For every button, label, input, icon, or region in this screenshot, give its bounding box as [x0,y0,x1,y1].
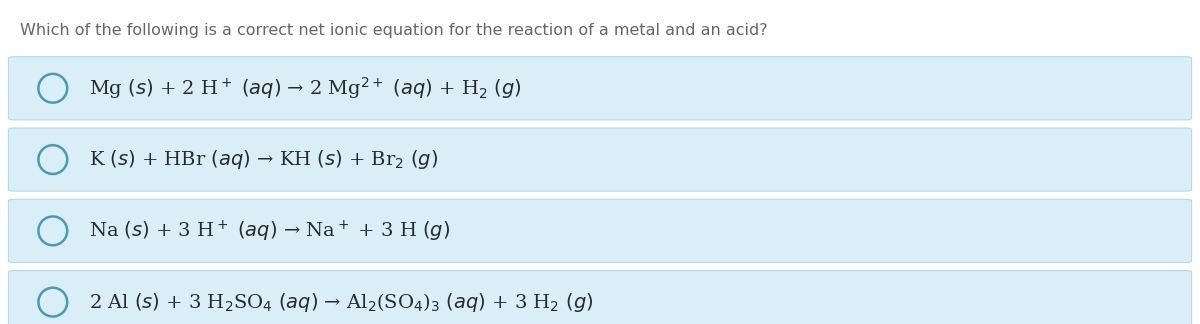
FancyBboxPatch shape [8,199,1192,262]
Text: Na $(s)$ + 3 H$^+$ $(aq)$ → Na$^+$ + 3 H $(g)$: Na $(s)$ + 3 H$^+$ $(aq)$ → Na$^+$ + 3 H… [89,218,450,244]
FancyBboxPatch shape [8,57,1192,120]
Text: Which of the following is a correct net ionic equation for the reaction of a met: Which of the following is a correct net … [20,23,768,38]
Text: 2 Al $(s)$ + 3 H$_2$SO$_4$ $(aq)$ → Al$_2$(SO$_4$)$_3$ $(aq)$ + 3 H$_2$ $(g)$: 2 Al $(s)$ + 3 H$_2$SO$_4$ $(aq)$ → Al$_… [89,291,593,314]
Text: K $(s)$ + HBr $(aq)$ → KH $(s)$ + Br$_2$ $(g)$: K $(s)$ + HBr $(aq)$ → KH $(s)$ + Br$_2$… [89,148,438,171]
Text: Mg $(s)$ + 2 H$^+$ $(aq)$ → 2 Mg$^{2+}$ $(aq)$ + H$_2$ $(g)$: Mg $(s)$ + 2 H$^+$ $(aq)$ → 2 Mg$^{2+}$ … [89,75,522,101]
FancyBboxPatch shape [8,128,1192,191]
FancyBboxPatch shape [8,271,1192,324]
